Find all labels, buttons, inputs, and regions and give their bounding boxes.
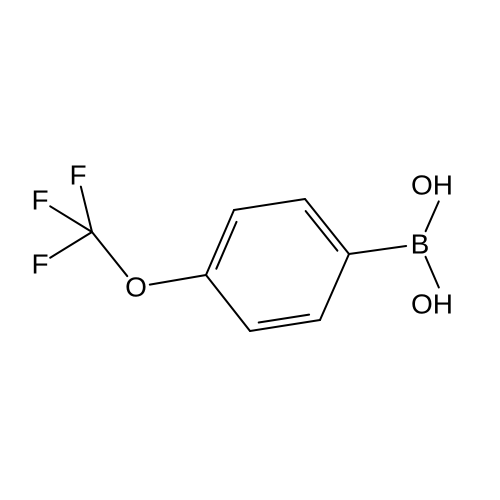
atom-label-OH_up: OH bbox=[411, 170, 453, 201]
atom-label-B: B bbox=[411, 229, 430, 260]
atom-label-F_upL: F bbox=[31, 185, 48, 216]
atom-label-F_dnL: F bbox=[31, 249, 48, 280]
atom-label-O_ring: O bbox=[125, 272, 147, 303]
atom-label-F_up: F bbox=[69, 160, 86, 191]
molecule-diagram: OFFFBOHOH bbox=[0, 0, 500, 500]
atom-label-OH_dn: OH bbox=[411, 289, 453, 320]
